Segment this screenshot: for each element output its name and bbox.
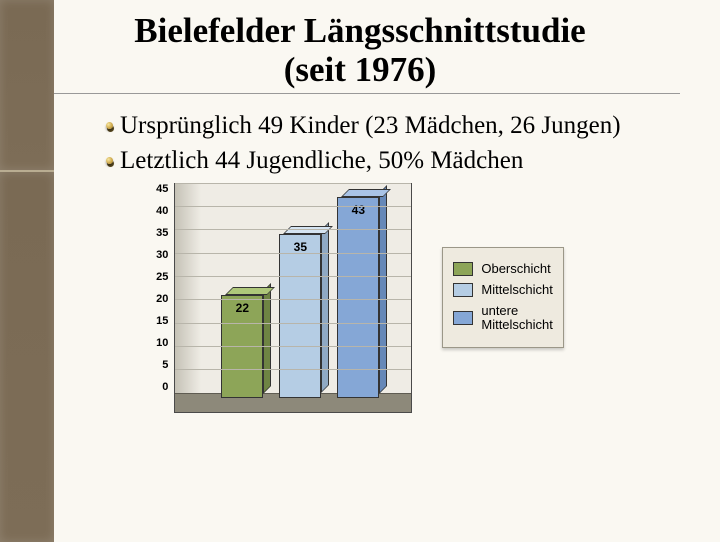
y-axis-ticks: 45 40 35 30 25 20 15 10 5 0 <box>156 183 174 393</box>
legend-item: Oberschicht <box>453 262 553 277</box>
gridline <box>175 206 411 207</box>
bars-group: 223543 <box>175 184 411 412</box>
bullet-text: Letztlich 44 Jugendliche, 50% Mädchen <box>120 145 523 176</box>
bullet-text: Ursprünglich 49 Kinder (23 Mädchen, 26 J… <box>120 110 621 141</box>
y-tick-label: 15 <box>156 315 168 327</box>
y-tick-label: 20 <box>156 293 168 305</box>
title-rule <box>40 93 680 94</box>
bar-chart: 45 40 35 30 25 20 15 10 5 0 223543 <box>156 183 412 413</box>
bar <box>279 234 321 397</box>
list-item: Ursprünglich 49 Kinder (23 Mädchen, 26 J… <box>98 110 660 141</box>
y-tick-label: 45 <box>156 183 168 195</box>
gridline <box>175 369 411 370</box>
pushpin-icon <box>98 145 120 170</box>
y-tick-label: 25 <box>156 271 168 283</box>
bar <box>337 197 379 398</box>
bar-value-label: 22 <box>232 301 252 315</box>
plot-area: 223543 <box>174 183 412 413</box>
pushpin-icon <box>98 110 120 135</box>
y-tick-label: 0 <box>162 381 168 393</box>
gridline <box>175 299 411 300</box>
slide: Bielefelder Längsschnittstudie (seit 197… <box>0 0 720 540</box>
legend-label: Oberschicht <box>481 262 550 277</box>
gridline <box>175 253 411 254</box>
gridline <box>175 229 411 230</box>
y-tick-label: 5 <box>162 359 168 371</box>
legend-item: Mittelschicht <box>453 283 553 298</box>
legend-swatch <box>453 262 473 276</box>
y-tick-label: 40 <box>156 205 168 217</box>
gridline <box>175 346 411 347</box>
title-line-2: (seit 1976) <box>284 50 437 89</box>
chart-legend: Oberschicht Mittelschicht untere Mittelsch… <box>442 247 564 349</box>
legend-label: untere Mittelschicht <box>481 304 553 334</box>
list-item: Letztlich 44 Jugendliche, 50% Mädchen <box>98 145 660 176</box>
legend-label: Mittelschicht <box>481 283 553 298</box>
chart-container: 45 40 35 30 25 20 15 10 5 0 223543 Oberschicht Mit… <box>40 183 680 413</box>
legend-swatch <box>453 283 473 297</box>
legend-item: untere Mittelschicht <box>453 304 553 334</box>
y-tick-label: 30 <box>156 249 168 261</box>
y-tick-label: 10 <box>156 337 168 349</box>
legend-swatch <box>453 311 473 325</box>
gridline <box>175 183 411 184</box>
bullet-list: Ursprünglich 49 Kinder (23 Mädchen, 26 J… <box>98 110 660 177</box>
gridline <box>175 276 411 277</box>
title-line-1: Bielefelder Längsschnittstudie <box>134 11 585 50</box>
decorative-left-strip <box>0 0 54 540</box>
y-tick-label: 35 <box>156 227 168 239</box>
gridline <box>175 323 411 324</box>
page-title: Bielefelder Längsschnittstudie (seit 197… <box>40 12 680 89</box>
